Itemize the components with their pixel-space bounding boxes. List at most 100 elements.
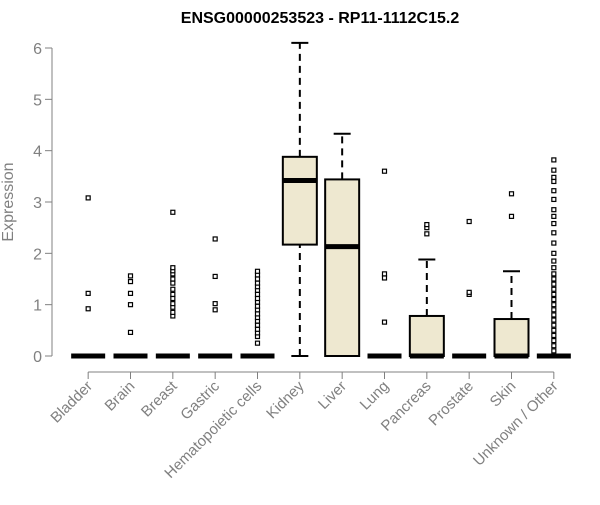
outlier-point	[466, 289, 472, 295]
outlier-point	[254, 303, 261, 309]
box-skin	[493, 191, 530, 359]
outlier-point	[551, 307, 557, 313]
outlier-point	[551, 230, 557, 236]
outlier-point	[212, 236, 218, 242]
x-tick-label: Lung	[357, 378, 393, 414]
outlier-point	[508, 191, 515, 197]
box-lung	[367, 168, 402, 359]
outlier-point	[551, 196, 557, 203]
outlier-point	[254, 322, 261, 328]
outlier-point	[551, 327, 557, 333]
outlier-point	[551, 276, 557, 282]
boxes-group	[71, 41, 571, 359]
outlier-point	[254, 291, 261, 297]
box-bladder	[71, 195, 106, 359]
y-tick-label: 3	[33, 195, 42, 212]
outlier-point	[127, 278, 134, 285]
y-tick-label: 4	[33, 144, 42, 161]
outlier-point	[212, 307, 218, 313]
outlier-point	[551, 188, 557, 194]
outlier-point	[424, 231, 430, 237]
outlier-point	[254, 311, 261, 317]
outlier-point	[127, 329, 134, 335]
box-body	[408, 314, 445, 357]
chart-title: ENSG00000253523 - RP11-1112C15.2	[181, 10, 460, 27]
outlier-point	[170, 309, 176, 315]
outlier-point	[254, 340, 261, 346]
x-tick-label: Breast	[138, 377, 181, 420]
box-body	[281, 155, 318, 246]
outlier-point	[508, 213, 515, 219]
outlier-point	[551, 332, 557, 339]
outlier-point	[170, 209, 176, 215]
outlier-point	[85, 290, 91, 296]
x-tick-label: Brain	[102, 378, 139, 415]
y-tick-label: 1	[33, 298, 42, 315]
outlier-point	[551, 286, 557, 292]
outlier-point	[551, 258, 557, 264]
outlier-point	[381, 275, 388, 281]
outlier-point	[551, 338, 557, 344]
outlier-point	[551, 302, 557, 308]
x-tick-label: Bladder	[47, 378, 96, 427]
box-pancreas	[408, 221, 445, 359]
outlier-point	[551, 271, 557, 277]
outlier-point	[551, 281, 557, 287]
outlier-point	[551, 213, 557, 219]
box-breast	[155, 209, 190, 359]
box-body	[493, 318, 530, 358]
outlier-point	[551, 167, 557, 173]
outlier-point	[381, 271, 388, 277]
outlier-point	[170, 280, 176, 286]
outlier-point	[170, 286, 176, 292]
box-brain	[113, 273, 148, 359]
outlier-point	[85, 306, 91, 312]
outlier-point	[85, 195, 91, 201]
outlier-point	[551, 220, 557, 227]
x-tick-label: Prostate	[425, 378, 477, 430]
x-tick-label: Kidney	[263, 377, 308, 422]
outlier-point	[212, 273, 218, 280]
outlier-point	[170, 295, 176, 302]
outlier-point	[170, 265, 176, 271]
box-unknown-other	[536, 157, 571, 359]
outlier-point	[254, 295, 261, 302]
outlier-point	[127, 302, 134, 308]
outlier-point	[551, 265, 557, 271]
outlier-point	[381, 319, 388, 325]
outlier-point	[551, 250, 557, 256]
outlier-point	[551, 343, 557, 349]
outlier-point	[424, 221, 430, 228]
y-tick-label: 2	[33, 246, 42, 263]
outlier-point	[170, 276, 176, 282]
outlier-point	[466, 218, 472, 225]
box-liver	[324, 132, 361, 357]
outlier-point	[551, 296, 557, 303]
x-tick-label: Liver	[315, 378, 350, 413]
outlier-point	[254, 280, 261, 286]
outlier-point	[254, 326, 261, 332]
outlier-point	[551, 291, 557, 297]
outlier-point	[551, 348, 557, 354]
box-hematopoietic-cells	[240, 268, 275, 359]
box-body	[324, 178, 361, 357]
outlier-point	[551, 178, 557, 185]
outlier-point	[551, 312, 557, 318]
box-kidney	[281, 41, 318, 357]
box-gastric	[198, 236, 233, 359]
outlier-point	[551, 174, 557, 180]
box-prostate	[452, 218, 487, 359]
outlier-point	[170, 291, 176, 297]
outlier-point	[551, 157, 557, 163]
outlier-point	[170, 301, 176, 307]
y-tick-label: 6	[33, 41, 42, 58]
outlier-point	[551, 322, 557, 328]
outlier-point	[127, 290, 134, 296]
y-tick-label: 0	[33, 349, 42, 366]
y-axis-label: Expression	[0, 162, 17, 241]
outlier-point	[551, 240, 557, 246]
x-tick-label: Skin	[487, 378, 520, 411]
